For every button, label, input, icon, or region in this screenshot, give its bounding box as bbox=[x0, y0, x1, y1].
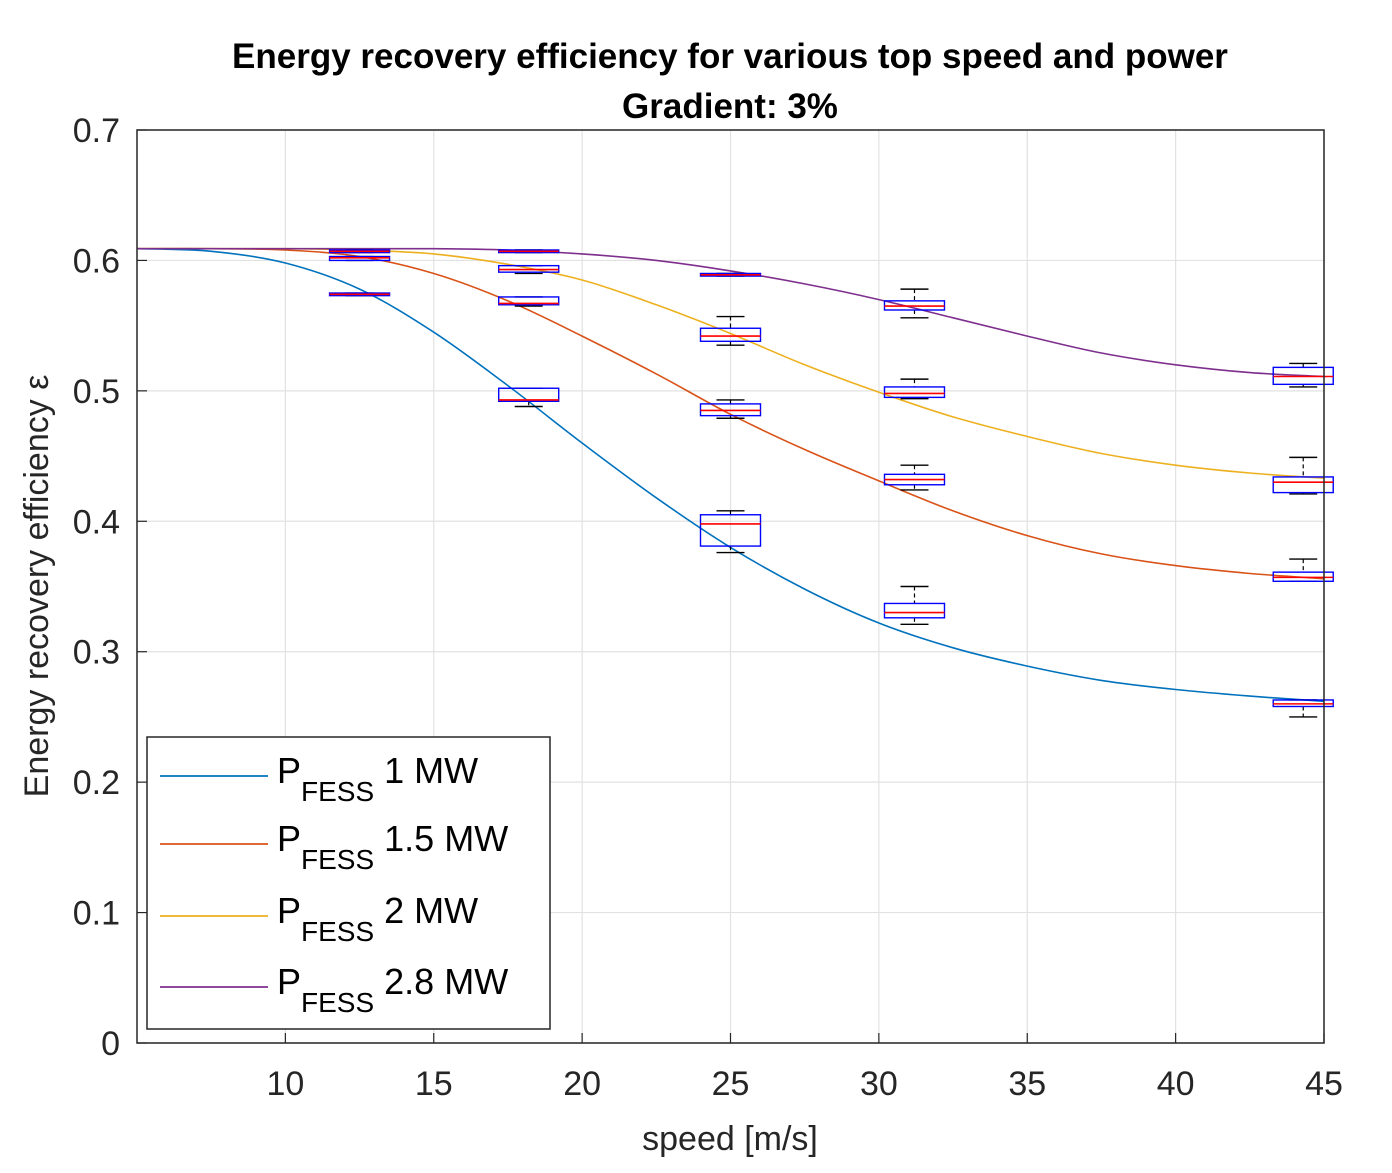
y-tick-label: 0.5 bbox=[73, 373, 120, 411]
legend-item-P1_5: PFESS 1.5 MW bbox=[160, 818, 508, 875]
legend-label-value: 1.5 MW bbox=[384, 818, 508, 859]
boxplot-P1_5 bbox=[1272, 558, 1334, 582]
x-tick-label: 30 bbox=[860, 1065, 898, 1103]
legend-label-value: 1 MW bbox=[384, 750, 478, 791]
legend-label-value: 2.8 MW bbox=[384, 961, 508, 1002]
boxplot-P1 bbox=[498, 387, 560, 408]
y-tick-label: 0.3 bbox=[73, 634, 120, 672]
legend-label-P2: PFESS 2 MW bbox=[277, 890, 478, 947]
boxplot-P1 bbox=[328, 292, 391, 297]
boxplot-P2_8 bbox=[883, 288, 946, 319]
box bbox=[883, 602, 946, 619]
x-tick-label: 40 bbox=[1157, 1065, 1195, 1103]
legend-label-P1: PFESS 1 MW bbox=[277, 750, 478, 807]
boxplot-P2_8 bbox=[328, 249, 391, 254]
boxplot-P1 bbox=[699, 510, 762, 554]
series-line-P2_8 bbox=[137, 247, 1325, 378]
y-tick-label: 0 bbox=[101, 1025, 120, 1063]
legend-label-subscript: FESS bbox=[301, 844, 374, 875]
legend-box bbox=[146, 736, 551, 1030]
boxplot-P2_8 bbox=[699, 272, 762, 277]
legend-label-P2_8: PFESS 2.8 MW bbox=[277, 961, 508, 1018]
boxplot-P2_8 bbox=[1272, 362, 1334, 388]
x-tick-label: 15 bbox=[415, 1065, 453, 1103]
x-tick-label: 45 bbox=[1305, 1065, 1343, 1103]
boxplot-P1 bbox=[1272, 699, 1334, 718]
y-tick-label: 0.7 bbox=[73, 112, 120, 150]
series-line-P1_5 bbox=[136, 247, 1325, 580]
box bbox=[1272, 476, 1334, 494]
y-tick-label: 0.6 bbox=[73, 242, 120, 280]
legend-label-value: 2 MW bbox=[384, 890, 478, 931]
boxplot-P1_5 bbox=[498, 296, 560, 307]
x-tick-label: 20 bbox=[563, 1065, 601, 1103]
box bbox=[883, 386, 946, 399]
legend-item-P2: PFESS 2 MW bbox=[160, 890, 478, 947]
legend-label-subscript: FESS bbox=[301, 776, 374, 807]
boxplots bbox=[328, 249, 1334, 718]
legend-label-P1_5: PFESS 1.5 MW bbox=[277, 818, 508, 875]
boxplot-P1_5 bbox=[883, 464, 946, 491]
x-axis-label: speed [m/s] bbox=[642, 1120, 818, 1158]
legend-label-subscript: FESS bbox=[301, 987, 374, 1018]
legend-item-P1: PFESS 1 MW bbox=[160, 750, 478, 807]
boxplot-P2 bbox=[498, 264, 560, 275]
legend-item-P2_8: PFESS 2.8 MW bbox=[160, 961, 508, 1018]
box bbox=[498, 387, 560, 402]
boxplot-P2 bbox=[883, 378, 946, 400]
boxplot-P1_5 bbox=[699, 399, 762, 419]
legend-label-main: P bbox=[277, 818, 301, 859]
boxplot-P1 bbox=[883, 585, 946, 626]
y-tick-label: 0.4 bbox=[73, 503, 120, 541]
x-tick-label: 10 bbox=[266, 1065, 304, 1103]
axes-frame bbox=[136, 129, 1325, 1044]
y-axis-label: Energy recovery efficiency ε bbox=[18, 375, 56, 798]
box bbox=[699, 327, 762, 342]
x-axis-ticks: 10 15 20 25 30 35 40 45 bbox=[266, 1033, 1343, 1103]
chart-title: Energy recovery efficiency for various t… bbox=[232, 37, 1228, 76]
chart-subtitle: Gradient: 3% bbox=[622, 87, 838, 126]
x-tick-label: 35 bbox=[1008, 1065, 1046, 1103]
legend-label-subscript: FESS bbox=[301, 916, 374, 947]
y-axis-ticks: 0 0.1 0.2 0.3 0.4 0.5 0.6 0.7 bbox=[73, 112, 147, 1063]
boxplot-P2 bbox=[699, 315, 762, 346]
y-tick-label: 0.2 bbox=[73, 764, 120, 802]
boxplot-P2 bbox=[1272, 456, 1334, 495]
boxplot-P1_5 bbox=[328, 255, 391, 262]
legend-label-main: P bbox=[277, 890, 301, 931]
y-tick-label: 0.1 bbox=[73, 895, 120, 933]
box bbox=[699, 514, 762, 547]
boxplot-P2_8 bbox=[498, 249, 560, 254]
box bbox=[498, 296, 560, 306]
legend-label-main: P bbox=[277, 961, 301, 1002]
series-line-P1 bbox=[136, 247, 1325, 703]
x-tick-label: 25 bbox=[712, 1065, 750, 1103]
legend-label-main: P bbox=[277, 750, 301, 791]
